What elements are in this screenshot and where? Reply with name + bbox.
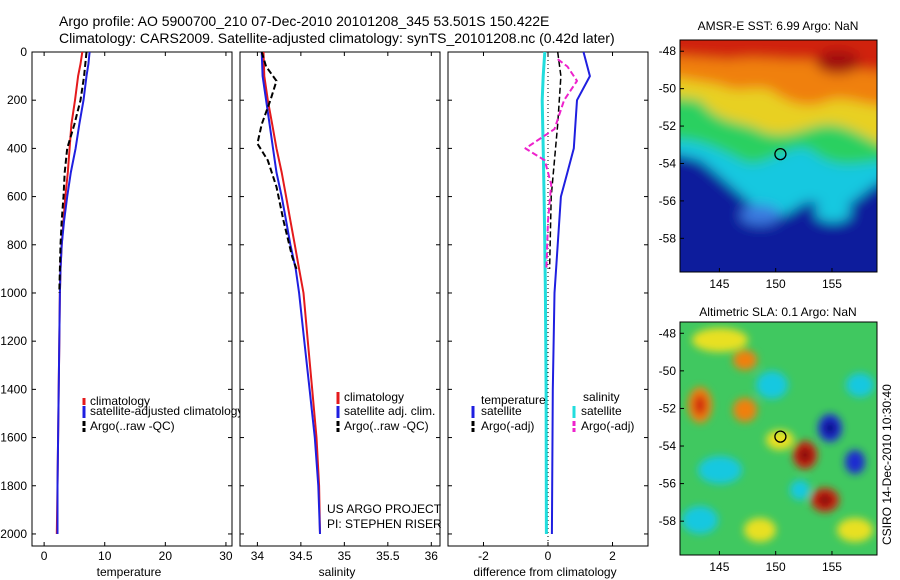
legend-label-sal-argo: Argo(-adj) xyxy=(581,419,634,433)
x-tick-label: 30 xyxy=(219,549,233,563)
x-tick-label: -2 xyxy=(478,549,489,563)
sst-map-panel: AMSR-E SST: 6.99 Argo: NaN 145 150 155 -48 -… xyxy=(659,19,878,291)
legend-label-argo: Argo(..raw -QC) xyxy=(90,419,175,433)
x-tick-label: 35 xyxy=(338,549,352,563)
series-line-temperature-argo-adj xyxy=(548,51,562,269)
x-tick-label: 155 xyxy=(822,560,842,574)
float-position-marker xyxy=(774,147,787,161)
legend-label-argo: Argo(..raw -QC) xyxy=(344,419,429,433)
y-tick-label: 1400 xyxy=(0,382,27,396)
difference-axes-frame xyxy=(447,51,649,547)
difference-series xyxy=(524,51,591,535)
salinity-xlabel: salinity xyxy=(319,565,356,579)
difference-ticks: -2 0 2 xyxy=(448,51,648,563)
y-tick-label: -58 xyxy=(659,514,677,528)
y-tick-label: 0 xyxy=(20,45,27,59)
header-line-1: Argo profile: AO 5900700_210 07-Dec-2010… xyxy=(59,13,549,29)
legend-label-temp-argo: Argo(-adj) xyxy=(481,419,534,433)
series-line-satellite-adjusted-climatology xyxy=(56,51,91,534)
y-tick-label: -48 xyxy=(659,44,677,58)
x-tick-label: 150 xyxy=(766,277,786,291)
y-tick-label: 1000 xyxy=(0,286,27,300)
x-tick-label: 155 xyxy=(822,277,842,291)
y-tick-label: -50 xyxy=(659,364,677,378)
x-tick-label: 145 xyxy=(709,560,729,574)
temperature-series xyxy=(55,51,91,535)
sla-map-title: Altimetric SLA: 0.1 Argo: NaN xyxy=(699,305,856,319)
y-tick-label: -48 xyxy=(659,326,677,340)
legend-title-salinity: salinity xyxy=(583,390,620,404)
sla-heatmap xyxy=(680,322,877,555)
temperature-panel: 0 10 20 30 0 200 400 600 800 1000 1200 1400 1600 1800… xyxy=(0,45,243,579)
temperature-xlabel: temperature xyxy=(97,565,162,579)
series-line-argo-raw-qc xyxy=(58,51,88,294)
sst-heatmap xyxy=(680,40,877,272)
y-tick-label: 1600 xyxy=(0,431,27,445)
x-tick-label: 35.5 xyxy=(376,549,400,563)
y-tick-label: -54 xyxy=(659,156,677,170)
sla-map-frame xyxy=(679,321,878,556)
sst-map-title: AMSR-E SST: 6.99 Argo: NaN xyxy=(698,19,859,33)
y-tick-label: 1800 xyxy=(0,479,27,493)
difference-legend: temperature satellite Argo(-adj) salinit… xyxy=(471,390,634,433)
legend-label-satellite: satellite-adjusted climatology xyxy=(90,404,243,418)
pi-label: PI: STEPHEN RISER xyxy=(327,517,442,531)
difference-panel: -2 0 2 difference from climatology tempera… xyxy=(447,51,649,579)
temperature-legend: climatology satellite-adjusted climatolo… xyxy=(82,394,243,433)
y-tick-label: -56 xyxy=(659,477,677,491)
x-tick-label: 34.5 xyxy=(289,549,313,563)
y-tick-label: -50 xyxy=(659,82,677,96)
x-tick-label: 145 xyxy=(709,277,729,291)
x-tick-label: 150 xyxy=(766,560,786,574)
y-tick-label: -56 xyxy=(659,194,677,208)
salinity-series xyxy=(256,51,321,535)
x-tick-label: 0 xyxy=(41,549,48,563)
series-line-climatology xyxy=(262,51,321,535)
legend-label-sal-satellite: satellite xyxy=(581,404,622,418)
y-tick-label: 2000 xyxy=(0,527,27,541)
x-tick-label: 10 xyxy=(98,549,112,563)
legend-label-satellite: satellite adj. clim. xyxy=(344,404,435,418)
y-tick-label: -52 xyxy=(659,119,677,133)
y-tick-label: -54 xyxy=(659,439,677,453)
y-tick-label: 400 xyxy=(7,141,27,155)
series-line-salinity-argo-adj xyxy=(524,58,578,269)
salinity-panel: 34 34.5 35 35.5 36 salinity climatology sate… xyxy=(239,51,442,579)
x-tick-label: 20 xyxy=(159,549,173,563)
x-tick-label: 2 xyxy=(609,549,616,563)
y-tick-label: -58 xyxy=(659,231,677,245)
sla-map-ticks: 145 150 155 -48 -50 -52 -54 -56 -58 xyxy=(659,326,843,574)
y-tick-label: 800 xyxy=(7,238,27,252)
legend-label-climatology: climatology xyxy=(344,390,404,404)
salinity-legend: climatology satellite adj. clim. Argo(..… xyxy=(336,390,435,433)
sst-map-ticks: 145 150 155 -48 -50 -52 -54 -56 -58 xyxy=(659,44,843,291)
y-tick-label: -52 xyxy=(659,401,677,415)
header-line-2: Climatology: CARS2009. Satellite-adjuste… xyxy=(59,30,615,46)
series-line-salinity-satellite xyxy=(540,51,548,535)
float-position-marker xyxy=(774,430,787,443)
series-line-argo-raw-qc xyxy=(256,51,298,270)
x-tick-label: 0 xyxy=(545,549,552,563)
salinity-ticks: 34 34.5 35 35.5 36 xyxy=(240,51,440,563)
sst-map-frame xyxy=(679,39,878,273)
series-line-satellite-adj-clim xyxy=(260,51,321,535)
x-tick-label: 36 xyxy=(425,549,439,563)
y-tick-label: 200 xyxy=(7,93,27,107)
legend-title-temperature: temperature xyxy=(481,393,546,407)
y-tick-label: 600 xyxy=(7,190,27,204)
difference-xlabel: difference from climatology xyxy=(473,565,616,579)
y-tick-label: 1200 xyxy=(0,334,27,348)
project-label: US ARGO PROJECT xyxy=(327,502,442,516)
temperature-ticks: 0 10 20 30 0 200 400 600 800 1000 1200 1400 1600 1800… xyxy=(0,45,233,563)
series-line-temperature-satellite xyxy=(550,51,591,535)
sla-map-panel: Altimetric SLA: 0.1 Argo: NaN xyxy=(659,305,878,574)
legend-label-climatology: climatology xyxy=(90,394,150,408)
csiro-timestamp: CSIRO 14-Dec-2010 10:30:40 xyxy=(880,384,894,545)
legend-label-temp-satellite: satellite xyxy=(481,404,522,418)
x-tick-label: 34 xyxy=(251,549,265,563)
temperature-axes-frame xyxy=(31,51,233,547)
